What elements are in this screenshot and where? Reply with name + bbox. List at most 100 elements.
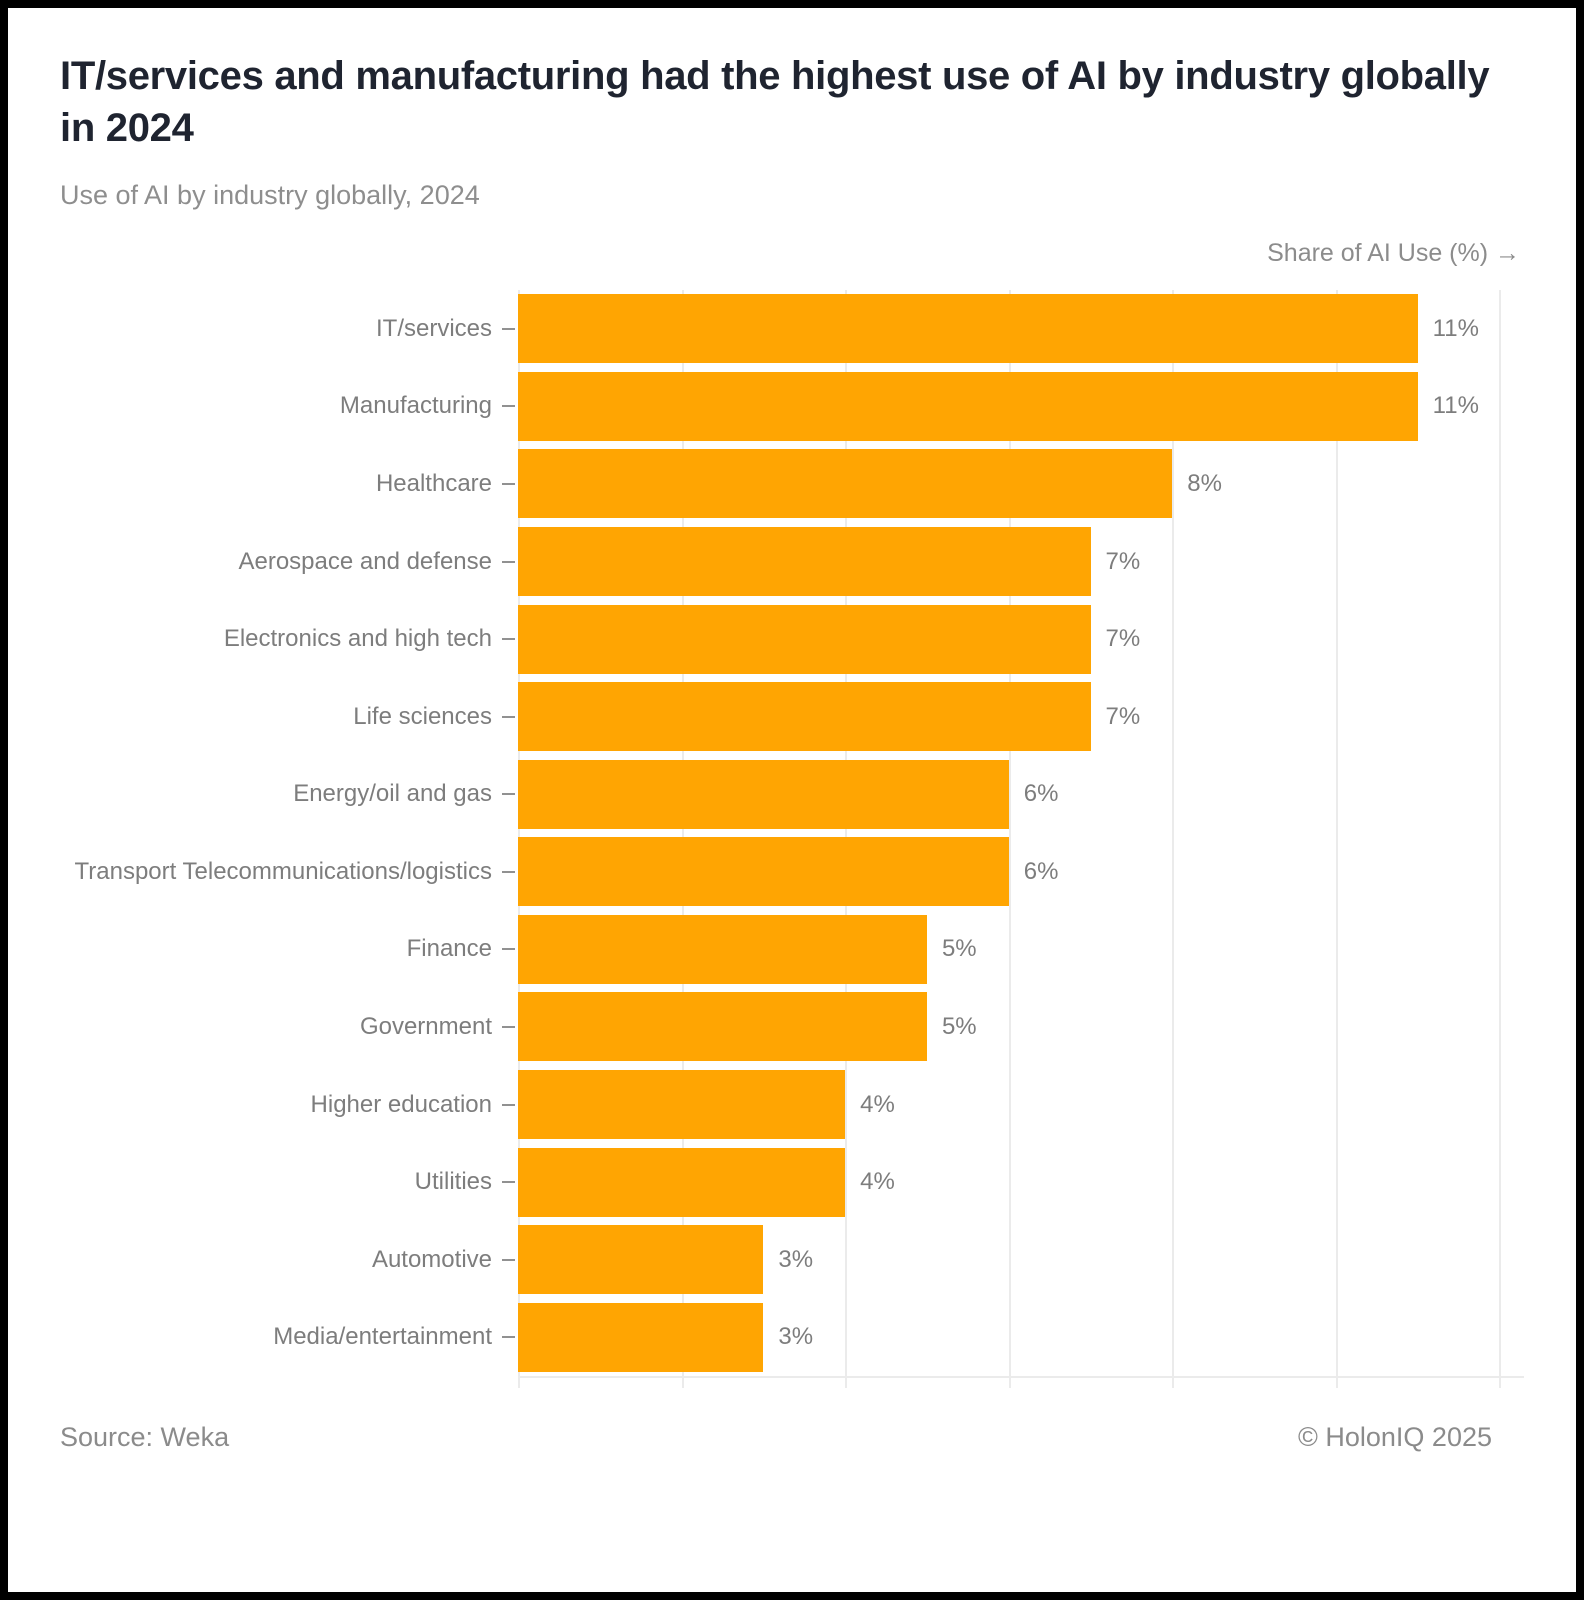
bar [518,1225,764,1295]
value-label: 5% [941,935,977,963]
y-axis-tick [502,1103,515,1106]
value-label: 6% [1023,780,1059,808]
bar [518,992,927,1062]
category-label: Electronics and high tech [223,625,492,653]
category-label: Manufacturing [339,392,492,420]
chart-rows: IT/services 11% Manufacturing 11% Healthcare… [60,290,1524,1376]
chart-row: IT/services 11% [60,290,1524,368]
y-axis-tick [502,405,515,408]
value-label: 7% [1105,702,1141,730]
chart-row: Manufacturing 11% [60,368,1524,446]
x-axis-title: Share of AI Use (%) → [1267,239,1520,267]
gridline [518,290,520,1376]
gridline [681,290,684,1376]
chart-row: Healthcare 8% [60,445,1524,523]
bar-track: 5% [518,911,1524,989]
bar [518,1302,764,1372]
value-label: 5% [941,1012,977,1040]
x-axis-tick [845,1376,848,1388]
bar [518,759,1009,829]
x-axis-tick [1499,1376,1502,1388]
bar-track: 11% [518,368,1524,446]
gridline [1335,290,1338,1376]
y-axis-tick [502,715,515,718]
gridline [1008,290,1011,1376]
category-label: Healthcare [375,469,492,497]
chart-row: Higher education 4% [60,1066,1524,1144]
chart-row: Finance 5% [60,911,1524,989]
value-label: 7% [1105,625,1141,653]
chart-row: Government 5% [60,988,1524,1066]
bar-chart: IT/services 11% Manufacturing 11% Healthcare… [60,290,1524,1388]
y-axis-tick [502,638,515,641]
bar [518,294,1418,364]
bar-track: 8% [518,445,1524,523]
chart-row: Media/entertainment 3% [60,1299,1524,1377]
bar [518,914,927,984]
chart-row: Aerospace and defense 7% [60,523,1524,601]
chart-row: Automotive 3% [60,1221,1524,1299]
chart-row: Energy/oil and gas 6% [60,755,1524,833]
value-label: 3% [778,1245,814,1273]
y-axis-tick [502,327,515,330]
header: IT/services and manufacturing had the hi… [8,8,1576,211]
value-label: 3% [778,1323,814,1351]
y-axis-tick [502,482,515,485]
category-label: Finance [406,935,492,963]
category-label: Life sciences [353,702,492,730]
bar-track: 11% [518,290,1524,368]
category-label: Media/entertainment [273,1323,492,1351]
bar-track: 4% [518,1143,1524,1221]
bar [518,837,1009,907]
x-axis-tick [518,1376,520,1388]
bar [518,682,1091,752]
bar-track: 3% [518,1299,1524,1377]
copyright-note: © HolonIQ 2025 [1297,1422,1492,1452]
value-label: 4% [860,1168,895,1196]
bar [518,371,1418,441]
gridline [1172,290,1175,1376]
category-label: Automotive [371,1245,492,1273]
y-axis-tick [502,948,515,951]
category-label: Aerospace and defense [238,547,492,575]
plot-grid [518,290,1524,1388]
chart-card: IT/services and manufacturing had the hi… [8,8,1576,1592]
y-axis-tick [502,793,515,796]
bar [518,449,1173,519]
source-note: Source: Weka [60,1422,230,1452]
category-label: Transport Telecommunications/logistics [74,857,492,885]
bar-track: 6% [518,833,1524,911]
value-label: 8% [1187,469,1222,497]
y-axis-tick [502,1025,515,1028]
x-axis-tick [1008,1376,1011,1388]
bar-track: 7% [518,678,1524,756]
bar [518,527,1091,597]
gridline [845,290,848,1376]
category-label: Higher education [310,1090,492,1118]
category-label: IT/services [375,314,492,342]
chart-row: Electronics and high tech 7% [60,600,1524,678]
bar-track: 6% [518,755,1524,833]
value-label: 4% [860,1090,895,1118]
gridline [1499,290,1502,1376]
bar [518,604,1091,674]
x-axis-tick [1335,1376,1338,1388]
y-axis-tick [502,1336,515,1339]
chart-subtitle: Use of AI by industry globally, 2024 [60,180,480,210]
x-axis-tick [1172,1376,1175,1388]
value-label: 6% [1023,857,1059,885]
bar-track: 7% [518,523,1524,601]
category-label: Energy/oil and gas [293,780,492,808]
value-label: 11% [1432,392,1479,420]
category-label: Government [359,1012,492,1040]
footer: Source: Weka © HolonIQ 2025 [8,1376,1576,1453]
y-axis-tick [502,560,515,563]
y-axis-tick [502,1181,515,1184]
y-axis-tick [502,870,515,873]
bar [518,1147,846,1217]
category-label: Utilities [414,1168,492,1196]
bar-track: 5% [518,988,1524,1066]
chart-title: IT/services and manufacturing had the hi… [60,54,1490,150]
value-label: 11% [1432,314,1479,342]
y-axis-tick [502,1258,515,1261]
